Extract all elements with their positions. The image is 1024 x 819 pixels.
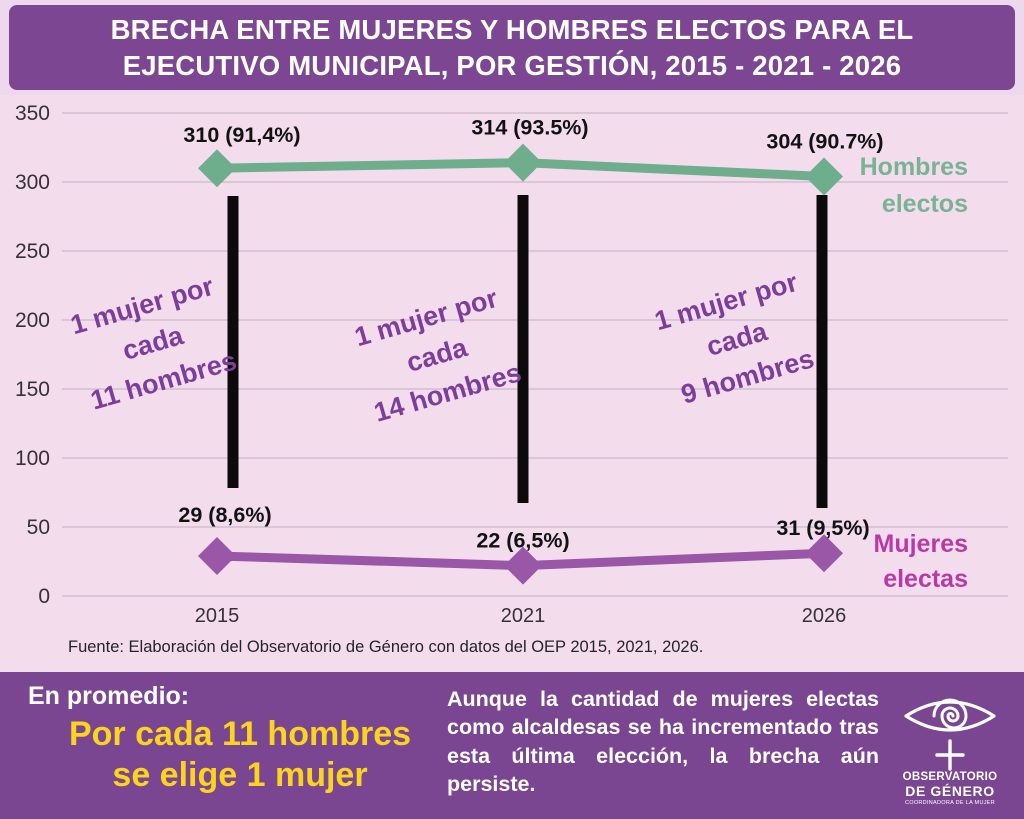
title-banner: BRECHA ENTRE MUJERES Y HOMBRES ELECTOS P…	[9, 5, 1015, 90]
data-point-marker	[198, 536, 236, 575]
chart-area: 0 50 100 150 200 250 300 350 2015 2021 2026 310 (91…	[0, 95, 1024, 672]
footer-lead: En promedio:	[28, 682, 190, 710]
y-tick-label: 300	[15, 171, 50, 194]
legend-mujeres-line2: electas	[883, 565, 968, 593]
logo-text-line2: DE GÉNERO	[905, 783, 995, 799]
gap-bar	[816, 195, 828, 508]
footer-banner: En promedio: Por cada 11 hombres se elig…	[0, 672, 1024, 819]
data-point-marker	[504, 546, 542, 585]
footer-highlight-line1: Por cada 11 hombres	[68, 715, 412, 753]
data-point-label: 22 (6,5%)	[476, 529, 569, 553]
line-chart: 0 50 100 150 200 250 300 350 2015 2021 2026 310 (91…	[15, 102, 1008, 627]
data-point-marker	[805, 157, 843, 196]
gap-bar	[517, 195, 529, 503]
data-point-label: 29 (8,6%)	[178, 503, 271, 527]
y-tick-label: 150	[15, 378, 50, 401]
legend-mujeres-line1: Mujeres	[874, 530, 968, 558]
data-point-label: 314 (93.5%)	[471, 116, 588, 140]
y-tick-label: 200	[15, 309, 50, 332]
eye-spiral-female-icon	[904, 698, 996, 771]
data-point-label: 31 (9,5%)	[776, 516, 869, 540]
logo-text-line3: COORDINADORA DE LA MUJER	[904, 800, 996, 806]
logo-observatorio-de-genero: OBSERVATORIO DE GÉNERO COORDINADORA DE L…	[886, 690, 1014, 806]
data-point-marker	[805, 534, 843, 573]
y-tick-label: 100	[15, 447, 50, 470]
data-point-label: 310 (91,4%)	[183, 123, 300, 147]
legend-hombres-line1: Hombres	[860, 153, 968, 181]
y-tick-label: 50	[27, 516, 50, 539]
footer-highlight: Por cada 11 hombres se elige 1 mujer	[40, 714, 440, 796]
logo-text-line1: OBSERVATORIO	[902, 771, 998, 783]
page-title-line2: EJECUTIVO MUNICIPAL, POR GESTIÓN, 2015 -…	[122, 49, 902, 81]
footer-paragraph: Aunque la cantidad de mujeres electas co…	[447, 687, 879, 797]
x-tick-label: 2021	[501, 605, 546, 627]
x-tick-label: 2026	[802, 605, 847, 627]
data-point-marker	[198, 149, 236, 188]
page-title-line1: BRECHA ENTRE MUJERES Y HOMBRES ELECTOS P…	[110, 13, 914, 45]
legend-hombres-line2: electos	[882, 190, 968, 218]
y-tick-label: 250	[15, 240, 50, 263]
data-point-marker	[504, 143, 542, 182]
x-tick-label: 2015	[195, 605, 240, 627]
y-tick-label: 0	[38, 585, 50, 608]
gap-bar	[227, 196, 239, 488]
data-point-label: 304 (90.7%)	[766, 129, 883, 153]
footer-highlight-line2: se elige 1 mujer	[112, 755, 368, 794]
source-note: Fuente: Elaboración del Observatorio de …	[68, 638, 704, 656]
y-tick-label: 350	[15, 102, 50, 125]
